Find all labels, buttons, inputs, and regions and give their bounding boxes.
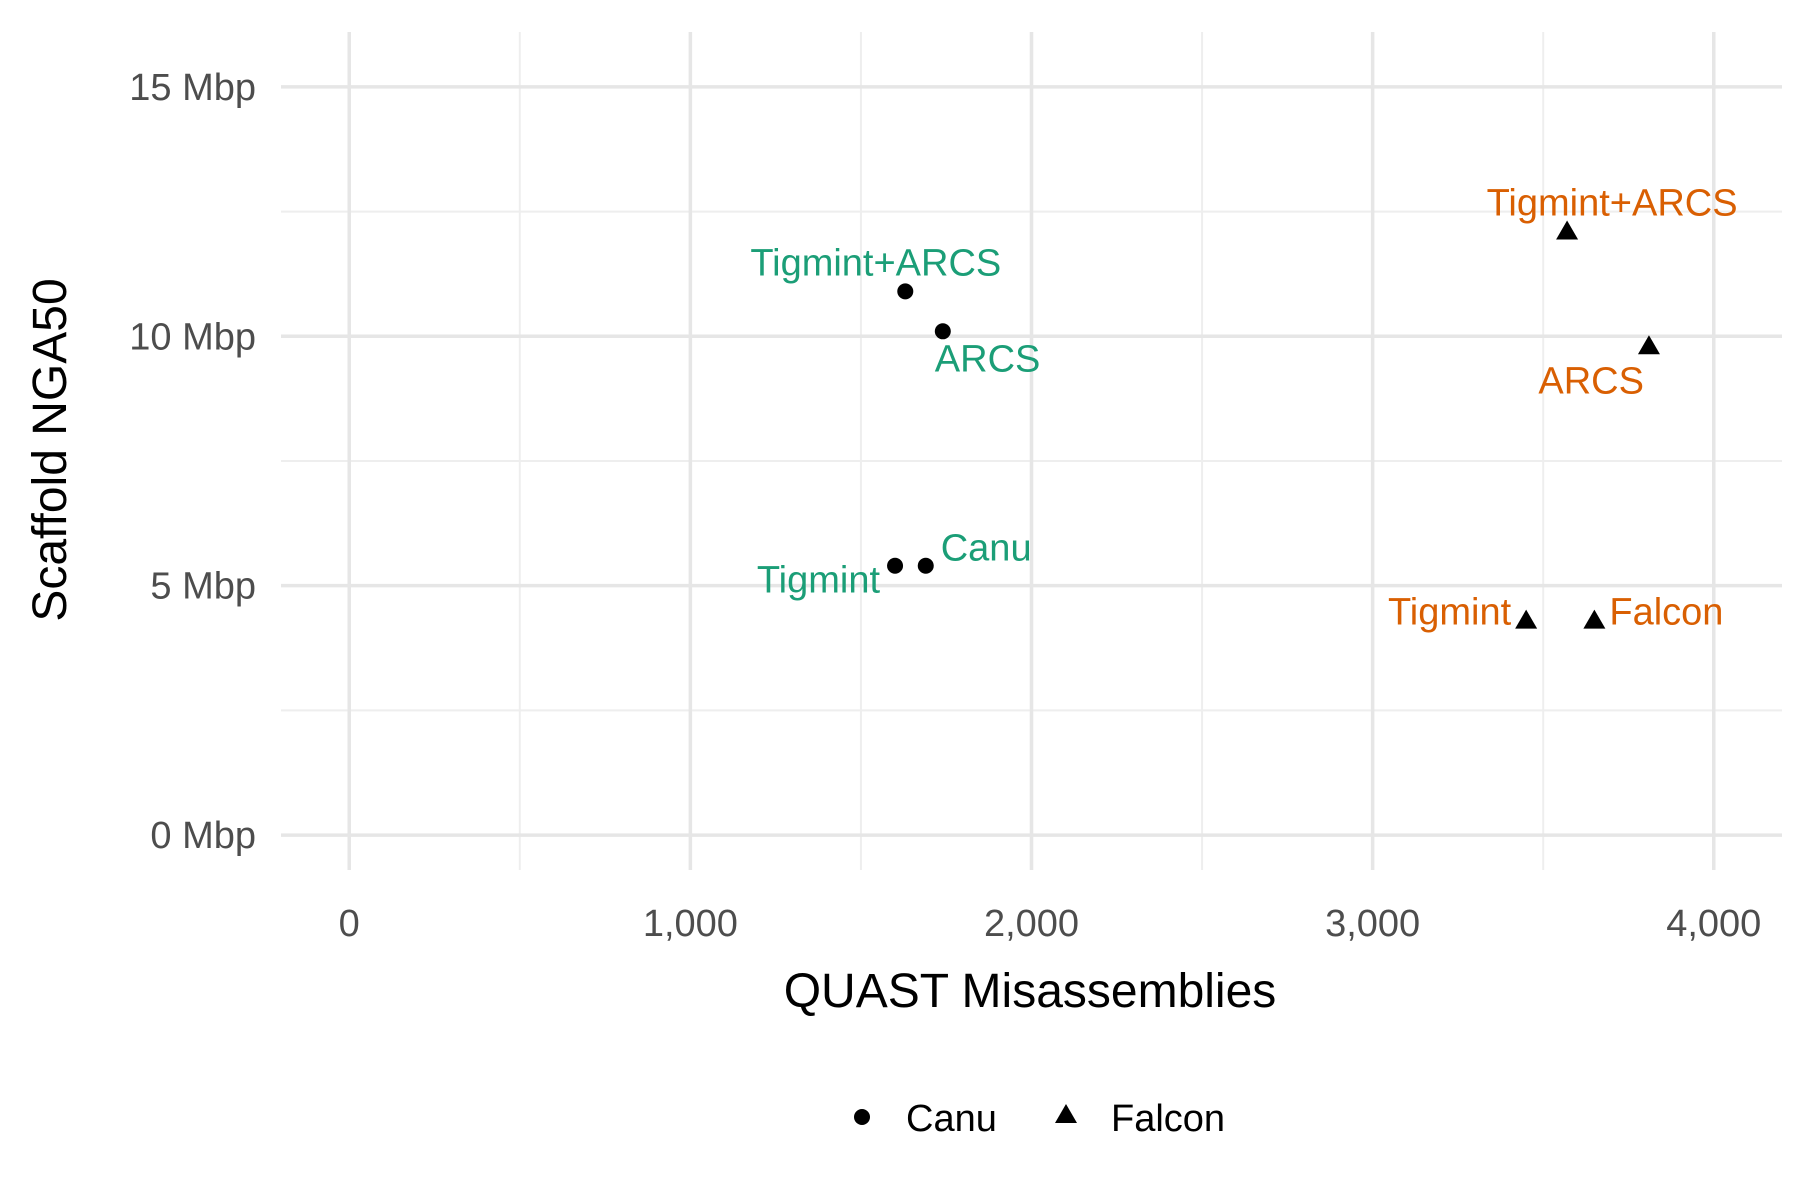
- point-label-falcon: Falcon: [1609, 592, 1723, 634]
- x-tick-label: 1,000: [643, 903, 738, 945]
- point-labels: Canu Tigmint ARCS Tigmint+ARCS Falcon Tigmint…: [750, 183, 1737, 634]
- legend-falcon-marker: [1055, 1104, 1077, 1123]
- data-point-falcon: [1515, 609, 1538, 629]
- point-label-falcon: Tigmint+ARCS: [1487, 183, 1738, 225]
- y-tick-label: 0 Mbp: [150, 815, 256, 857]
- y-axis-ticks: 0 Mbp 5 Mbp 10 Mbp 15 Mbp: [129, 67, 256, 857]
- point-label-falcon: Tigmint: [1388, 592, 1512, 634]
- data-point-canu: [897, 283, 914, 300]
- x-axis-ticks: 0 1,000 2,000 3,000 4,000: [339, 903, 1762, 945]
- y-tick-label: 10 Mbp: [129, 316, 256, 358]
- data-point-canu: [917, 557, 934, 574]
- gridlines: [281, 32, 1782, 870]
- x-tick-label: 4,000: [1666, 903, 1761, 945]
- y-axis-title: Scaffold NGA50: [24, 278, 77, 621]
- legend-canu-label: Canu: [906, 1098, 997, 1140]
- point-label-canu: Tigmint: [757, 560, 881, 602]
- point-label-canu: Tigmint+ARCS: [750, 242, 1001, 284]
- x-tick-label: 0: [339, 903, 360, 945]
- point-label-falcon: ARCS: [1538, 360, 1644, 402]
- legend-canu-marker: [854, 1109, 870, 1125]
- data-point-falcon: [1583, 609, 1606, 629]
- y-tick-label: 5 Mbp: [150, 566, 256, 608]
- data-point-falcon: [1637, 335, 1660, 355]
- point-label-canu: Canu: [941, 528, 1032, 570]
- x-tick-label: 2,000: [984, 903, 1079, 945]
- x-axis-title: QUAST Misassemblies: [784, 965, 1277, 1018]
- data-point-falcon: [1556, 220, 1579, 240]
- x-tick-label: 3,000: [1325, 903, 1420, 945]
- data-point-canu: [887, 557, 904, 574]
- legend-falcon-label: Falcon: [1111, 1098, 1225, 1140]
- y-tick-label: 15 Mbp: [129, 67, 256, 109]
- legend: Canu Falcon: [854, 1098, 1225, 1140]
- data-points: [887, 220, 1660, 629]
- point-label-canu: ARCS: [935, 338, 1041, 380]
- data-point-canu: [934, 323, 951, 340]
